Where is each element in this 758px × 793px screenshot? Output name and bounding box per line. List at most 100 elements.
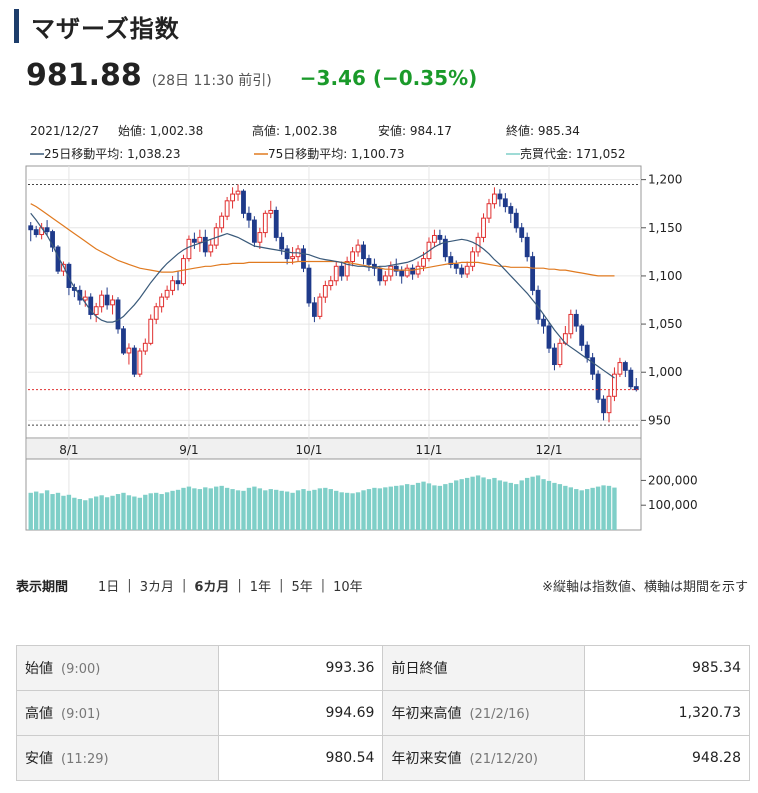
volume-bar: [230, 489, 235, 530]
y-tick-label: 1,200: [648, 173, 682, 187]
y-tick-label: 1,100: [648, 269, 682, 283]
candle-body: [464, 265, 470, 275]
volume-bar: [115, 494, 121, 530]
candle-body: [628, 369, 634, 388]
quote-row: 981.88 (28日 11:30 前引) −3.46 (−0.35%): [26, 58, 477, 93]
volume-bar: [181, 487, 186, 530]
candle-body: [573, 313, 579, 327]
info-date: 2021/12/27: [30, 124, 99, 138]
candle-body: [273, 209, 279, 238]
candle-body: [88, 296, 94, 315]
volume-bar: [492, 477, 497, 530]
volume-bar: [197, 489, 203, 530]
chart-grid: [26, 166, 641, 530]
candle-body: [366, 258, 372, 265]
volume-bar: [519, 480, 524, 530]
stat-label: 前日終値: [382, 645, 586, 691]
volume-bar: [475, 475, 481, 530]
candle-body: [257, 232, 263, 243]
stat-value: 993.36: [217, 645, 384, 691]
volume-bar: [399, 485, 404, 530]
volume-bar: [246, 487, 252, 530]
candle-body: [372, 263, 377, 269]
candle-body: [399, 270, 405, 277]
ma25-line: [30, 212, 615, 379]
volume-bar: [426, 483, 432, 530]
candle-body: [448, 256, 454, 265]
stat-label: 始値 (9:00): [16, 645, 219, 691]
candle-body: [322, 285, 328, 298]
volume-bar: [350, 493, 355, 530]
candle-body: [33, 229, 39, 236]
candle-body: [164, 289, 170, 298]
candle-body: [410, 267, 416, 275]
candle-body: [530, 256, 536, 291]
title-accent-bar: [14, 9, 19, 43]
volume-bar: [306, 490, 312, 530]
y-tick-label: 950: [648, 413, 671, 427]
x-tick-label: 10/1: [295, 443, 322, 457]
period-3m[interactable]: 3カ月: [139, 580, 174, 595]
candle-body: [82, 296, 88, 301]
candle-body: [442, 238, 448, 258]
candle-body: [568, 313, 574, 335]
volume-bar: [383, 487, 388, 530]
info-low: 安値: 984.17: [378, 123, 452, 138]
candle-body: [606, 395, 612, 414]
volume-bar: [481, 477, 486, 530]
candle-body: [66, 263, 72, 288]
volume-bar: [410, 484, 415, 530]
volume-bar: [323, 487, 328, 530]
period-1y[interactable]: 1年: [249, 580, 272, 595]
volume-bar: [28, 492, 33, 530]
volume-bar: [143, 494, 148, 530]
current-price: 981.88: [26, 58, 142, 93]
period-10y[interactable]: 10年: [333, 580, 363, 595]
volume-bar: [77, 499, 83, 530]
candle-body: [382, 275, 388, 282]
axis-note: ※縦軸は指数値、横軸は期間を示す: [542, 580, 748, 595]
candle-body: [344, 260, 350, 277]
candle-body: [121, 328, 126, 354]
candle-body: [61, 263, 66, 272]
volume-bar: [317, 488, 323, 530]
table-row: 安値 (11:29) 980.54 年初来安値 (21/12/20) 948.28: [16, 735, 750, 781]
period-separator: |: [279, 578, 284, 593]
chart-frame: [25, 165, 642, 531]
volume-bar: [552, 482, 557, 530]
stat-label: 安値 (11:29): [16, 735, 219, 781]
moving-average-lines: [28, 203, 639, 391]
candle-body: [519, 227, 525, 238]
volume-bar: [257, 488, 263, 530]
volume-bar: [530, 476, 535, 530]
volume-bar: [208, 488, 213, 530]
volume-bar: [394, 485, 399, 530]
candle-body: [28, 225, 34, 231]
stat-value: 985.34: [584, 645, 750, 691]
volume-bar: [546, 480, 552, 530]
candle-body: [246, 212, 252, 221]
volume-bar: [186, 486, 192, 530]
candle-body: [279, 236, 285, 250]
candle-body: [404, 267, 410, 277]
volume-bar: [372, 487, 377, 530]
volume-bar: [377, 488, 383, 530]
volume-bar: [590, 487, 595, 530]
period-separator: |: [127, 578, 132, 593]
volume-bar: [203, 487, 208, 530]
volume-bar: [574, 489, 579, 530]
period-1d[interactable]: 1日: [98, 580, 120, 595]
period-label: 表示期間: [16, 580, 69, 595]
candle-body: [328, 280, 334, 287]
volume-bar: [290, 492, 295, 530]
volume-bar: [568, 487, 573, 530]
candle-body: [153, 306, 159, 320]
volume-bar: [432, 485, 437, 530]
volume-bar: [595, 486, 601, 530]
candle-body: [104, 294, 110, 306]
period-6m[interactable]: 6カ月: [194, 580, 230, 595]
period-5y[interactable]: 5年: [291, 580, 313, 595]
volume-bar: [164, 492, 170, 530]
period-separator: |: [181, 578, 187, 593]
volume-bar: [175, 489, 181, 530]
